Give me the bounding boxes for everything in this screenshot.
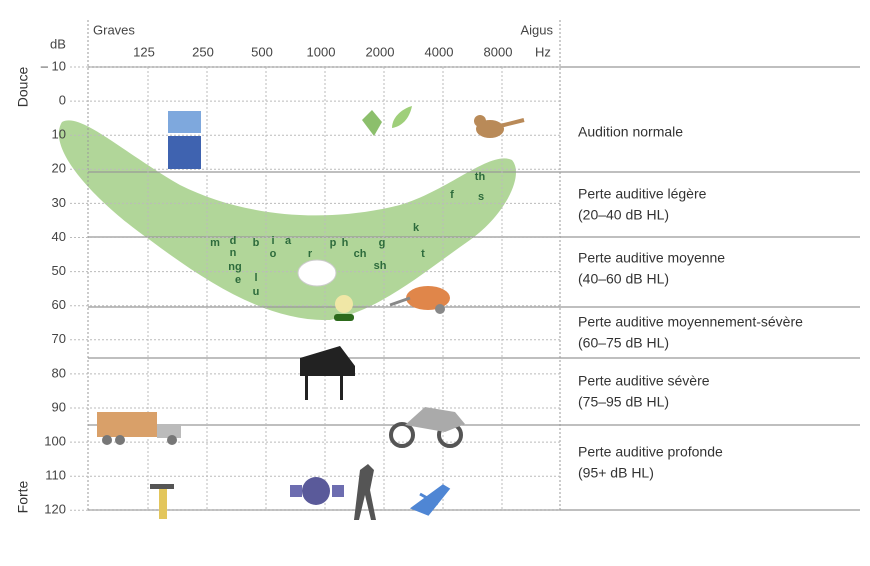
x-tick-label: 500 xyxy=(251,44,273,59)
phoneme: h xyxy=(342,237,349,249)
phoneme: ng xyxy=(228,261,241,273)
phoneme: i xyxy=(271,235,274,247)
top-label: Douce xyxy=(15,67,31,108)
y-tick-label: – 10 xyxy=(41,58,66,73)
phoneme: th xyxy=(475,171,486,183)
zone-label: Perte auditive légère xyxy=(578,186,707,202)
x-tick-label: 4000 xyxy=(425,44,454,59)
phoneme: a xyxy=(285,235,292,247)
high-label: Aigus xyxy=(520,22,553,37)
phoneme: l xyxy=(254,272,257,284)
bottom-label: Forte xyxy=(15,480,31,513)
phoneme: t xyxy=(421,248,425,260)
phoneme: u xyxy=(253,286,260,298)
phoneme: e xyxy=(235,274,241,286)
phoneme: d xyxy=(230,235,237,247)
phoneme: sh xyxy=(374,260,387,272)
low-label: Graves xyxy=(93,22,135,37)
phoneme: m xyxy=(210,237,220,249)
zone-label: Perte auditive profonde xyxy=(578,444,723,460)
speech-banana xyxy=(58,120,516,321)
y-tick-label: 110 xyxy=(45,468,66,483)
x-tick-label: 8000 xyxy=(484,44,513,59)
zone-label: Audition normale xyxy=(578,124,683,140)
zone-separators xyxy=(88,66,860,511)
zone-range: (40–60 dB HL) xyxy=(578,271,669,287)
phoneme: p xyxy=(330,237,337,249)
phoneme: b xyxy=(253,237,260,249)
zone-range: (60–75 dB HL) xyxy=(578,335,669,351)
y-tick-label: 0 xyxy=(59,93,66,108)
zone-range: (75–95 dB HL) xyxy=(578,394,669,410)
x-tick-label: 250 xyxy=(192,44,214,59)
zone-label: Perte auditive moyennement-sévère xyxy=(578,314,803,330)
db-unit: dB xyxy=(50,36,66,51)
icons xyxy=(97,106,525,520)
y-tick-label: 40 xyxy=(52,229,66,244)
x-tick-label: 1000 xyxy=(307,44,336,59)
zone-label: Perte auditive moyenne xyxy=(578,250,725,266)
phoneme: k xyxy=(413,222,420,234)
y-tick-label: 30 xyxy=(52,195,66,210)
zone-range: (20–40 dB HL) xyxy=(578,207,669,223)
phoneme: ch xyxy=(354,248,367,260)
y-tick-label: 20 xyxy=(52,161,66,176)
phoneme: g xyxy=(379,237,386,249)
phoneme: r xyxy=(308,248,313,260)
y-tick-label: 80 xyxy=(52,365,66,380)
hz-unit: Hz xyxy=(535,44,551,59)
phoneme: f xyxy=(450,189,454,201)
y-tick-label: 120 xyxy=(44,502,66,517)
y-tick-label: 50 xyxy=(52,263,66,278)
zone-label: Perte auditive sévère xyxy=(578,373,710,389)
x-tick-label: 125 xyxy=(133,44,155,59)
y-tick-label: 100 xyxy=(44,434,66,449)
zone-range: (95+ dB HL) xyxy=(578,465,654,481)
phoneme: n xyxy=(230,247,237,259)
y-tick-label: 90 xyxy=(52,399,66,414)
y-tick-label: 70 xyxy=(52,331,66,346)
phoneme: s xyxy=(478,191,484,203)
y-tick-label: 10 xyxy=(52,127,66,142)
x-tick-label: 2000 xyxy=(366,44,395,59)
y-tick-label: 60 xyxy=(52,297,66,312)
phoneme: o xyxy=(270,248,277,260)
